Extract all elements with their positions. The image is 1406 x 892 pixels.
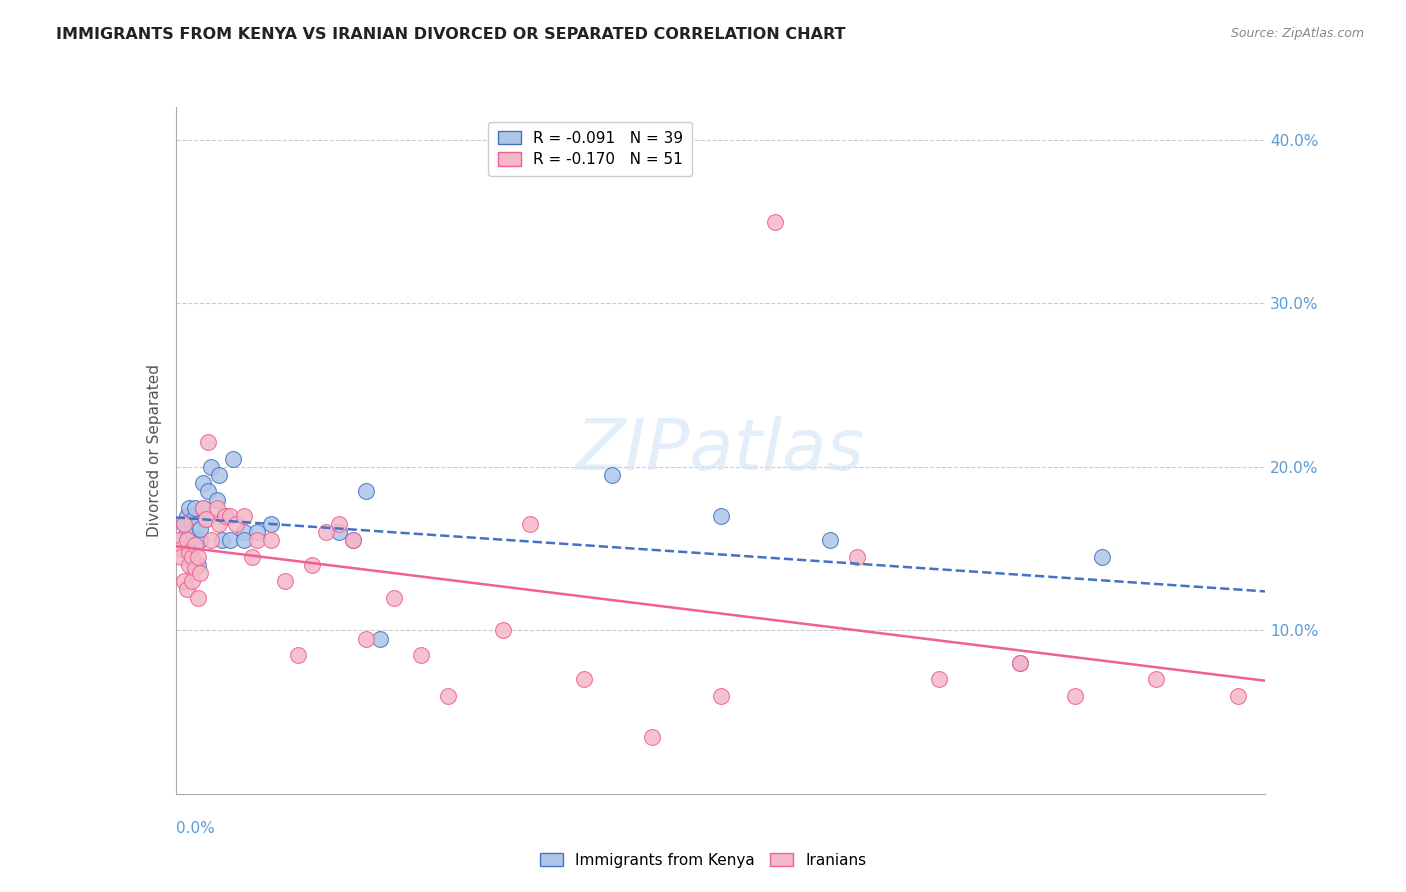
Point bbox=[260, 516, 283, 531]
Point bbox=[173, 516, 195, 531]
Point bbox=[176, 582, 198, 597]
Point bbox=[208, 516, 231, 531]
Point bbox=[928, 673, 950, 687]
Point bbox=[179, 500, 201, 515]
Point bbox=[200, 459, 222, 474]
Point bbox=[818, 533, 841, 548]
Point bbox=[214, 508, 236, 523]
Point bbox=[194, 512, 217, 526]
Point bbox=[179, 558, 201, 572]
Point bbox=[205, 500, 228, 515]
Point bbox=[437, 689, 460, 703]
Point bbox=[409, 648, 432, 662]
Point bbox=[205, 492, 228, 507]
Point bbox=[188, 522, 211, 536]
Point bbox=[191, 500, 214, 515]
Point bbox=[246, 525, 269, 540]
Point bbox=[211, 533, 233, 548]
Point bbox=[492, 624, 515, 638]
Text: 0.0%: 0.0% bbox=[176, 822, 215, 837]
Legend: Immigrants from Kenya, Iranians: Immigrants from Kenya, Iranians bbox=[531, 845, 875, 875]
Point bbox=[1091, 549, 1114, 564]
Point bbox=[710, 508, 733, 523]
Point bbox=[197, 484, 219, 499]
Point bbox=[181, 533, 204, 548]
Point bbox=[188, 566, 211, 580]
Point bbox=[188, 533, 211, 548]
Point bbox=[356, 484, 378, 499]
Point bbox=[181, 516, 204, 531]
Point bbox=[232, 533, 254, 548]
Point bbox=[181, 549, 204, 564]
Point bbox=[191, 476, 214, 491]
Point bbox=[342, 533, 364, 548]
Point bbox=[184, 500, 207, 515]
Point bbox=[246, 533, 269, 548]
Point bbox=[184, 561, 207, 575]
Y-axis label: Divorced or Separated: Divorced or Separated bbox=[146, 364, 162, 537]
Point bbox=[301, 558, 323, 572]
Point bbox=[519, 516, 541, 531]
Point bbox=[200, 533, 222, 548]
Point bbox=[763, 214, 786, 228]
Point bbox=[600, 467, 623, 482]
Point bbox=[328, 516, 350, 531]
Point bbox=[219, 533, 242, 548]
Point bbox=[170, 533, 193, 548]
Point bbox=[315, 525, 337, 540]
Point bbox=[1227, 689, 1250, 703]
Point bbox=[186, 558, 209, 572]
Point bbox=[225, 516, 247, 531]
Point bbox=[328, 525, 350, 540]
Point bbox=[1144, 673, 1167, 687]
Point bbox=[191, 500, 214, 515]
Point bbox=[194, 512, 217, 526]
Point bbox=[240, 549, 263, 564]
Point bbox=[176, 525, 198, 540]
Point bbox=[232, 525, 254, 540]
Point bbox=[179, 545, 201, 559]
Point bbox=[181, 574, 204, 589]
Point bbox=[382, 591, 405, 605]
Point bbox=[197, 435, 219, 450]
Point bbox=[181, 525, 204, 540]
Point bbox=[219, 508, 242, 523]
Point bbox=[186, 549, 209, 564]
Point bbox=[1010, 656, 1032, 670]
Point bbox=[186, 516, 209, 531]
Point bbox=[222, 451, 245, 466]
Point bbox=[176, 533, 198, 548]
Point bbox=[167, 533, 190, 548]
Point bbox=[170, 541, 193, 556]
Point bbox=[574, 673, 596, 687]
Point bbox=[214, 508, 236, 523]
Point bbox=[232, 508, 254, 523]
Text: Source: ZipAtlas.com: Source: ZipAtlas.com bbox=[1230, 27, 1364, 40]
Point bbox=[179, 545, 201, 559]
Point bbox=[368, 632, 391, 646]
Text: IMMIGRANTS FROM KENYA VS IRANIAN DIVORCED OR SEPARATED CORRELATION CHART: IMMIGRANTS FROM KENYA VS IRANIAN DIVORCE… bbox=[56, 27, 846, 42]
Point bbox=[186, 591, 209, 605]
Point bbox=[184, 538, 207, 552]
Legend: R = -0.091   N = 39, R = -0.170   N = 51: R = -0.091 N = 39, R = -0.170 N = 51 bbox=[488, 121, 692, 176]
Point bbox=[184, 508, 207, 523]
Point bbox=[342, 533, 364, 548]
Point bbox=[356, 632, 378, 646]
Point bbox=[287, 648, 309, 662]
Point bbox=[710, 689, 733, 703]
Point bbox=[170, 549, 193, 564]
Point bbox=[173, 516, 195, 531]
Point bbox=[274, 574, 297, 589]
Text: ZIPatlas: ZIPatlas bbox=[576, 416, 865, 485]
Point bbox=[260, 533, 283, 548]
Point bbox=[208, 467, 231, 482]
Point bbox=[173, 574, 195, 589]
Point bbox=[1010, 656, 1032, 670]
Point bbox=[845, 549, 868, 564]
Point bbox=[641, 730, 664, 744]
Point bbox=[1063, 689, 1085, 703]
Point bbox=[176, 508, 198, 523]
